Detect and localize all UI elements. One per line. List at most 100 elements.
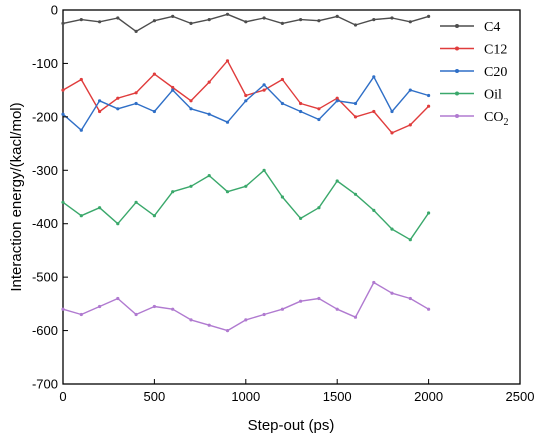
legend-item-co2: CO2 (440, 110, 508, 128)
data-point (207, 174, 211, 178)
data-point (61, 21, 65, 25)
data-point (390, 16, 394, 20)
data-point (427, 104, 431, 108)
data-point (262, 168, 266, 172)
x-tick-label: 2000 (414, 389, 443, 404)
data-point (390, 131, 394, 135)
legend-label-main: Oil (484, 88, 502, 103)
y-tick-label: -500 (32, 270, 58, 285)
data-point (152, 109, 156, 114)
data-point (262, 88, 266, 92)
data-point (280, 307, 284, 311)
data-point (427, 93, 431, 98)
data-point (79, 18, 83, 22)
data-point (225, 59, 230, 63)
series-co2 (61, 280, 431, 333)
data-point (353, 115, 358, 119)
legend-item-c20: C20 (440, 65, 507, 80)
data-point (134, 91, 138, 95)
data-point (335, 307, 339, 311)
data-point (134, 200, 138, 204)
y-tick-label: 0 (51, 3, 58, 18)
y-tick-label: -300 (32, 163, 58, 178)
data-point (427, 211, 431, 215)
y-axis-title: Interaction energy/(kacl/mol) (8, 102, 25, 291)
data-point (353, 315, 358, 319)
data-point (79, 214, 83, 218)
data-point (189, 107, 193, 111)
data-point (427, 14, 431, 18)
data-point (134, 312, 138, 317)
data-point (152, 72, 156, 76)
data-point (408, 296, 412, 301)
data-point (189, 318, 193, 322)
data-point (408, 123, 412, 127)
data-point (317, 19, 321, 23)
legend-label: C12 (484, 43, 507, 58)
data-point (189, 21, 193, 25)
legend-swatch-marker (455, 24, 459, 28)
x-tick-label: 500 (144, 389, 166, 404)
x-axis: 0 500 1000 1500 2000 2500 (59, 379, 534, 404)
series-line (62, 76, 429, 131)
data-point (134, 101, 138, 106)
data-point (152, 304, 156, 309)
legend-label: CO2 (484, 110, 508, 128)
data-point (317, 107, 321, 111)
data-point (189, 99, 193, 103)
x-tick-label: 1500 (323, 389, 352, 404)
data-point (372, 109, 376, 114)
series-c12 (61, 59, 431, 135)
data-point (390, 227, 394, 231)
legend: C4 C12 C20 Oil CO2 (440, 20, 508, 128)
legend-item-c12: C12 (440, 43, 507, 58)
legend-item-c4: C4 (440, 20, 500, 35)
data-point (171, 88, 175, 92)
data-point (116, 222, 120, 226)
series-line (62, 169, 430, 241)
data-point (152, 19, 156, 23)
series-line (62, 281, 429, 332)
data-point (427, 307, 431, 311)
series-c20 (61, 75, 431, 132)
data-point (408, 20, 412, 24)
legend-label: Oil (484, 88, 502, 103)
data-point (299, 216, 303, 220)
data-point (390, 109, 394, 114)
data-point (299, 101, 303, 106)
data-point (207, 18, 211, 22)
data-point (171, 307, 175, 311)
legend-label-subscript: 2 (503, 117, 508, 128)
data-point (79, 128, 83, 132)
data-point (207, 323, 211, 327)
series-c4 (61, 12, 431, 33)
legend-label: C4 (484, 20, 500, 35)
data-point (171, 190, 175, 194)
data-point (98, 206, 102, 210)
legend-label-main: C4 (484, 20, 500, 35)
data-point (372, 208, 376, 212)
series-oil (61, 168, 431, 242)
data-point (116, 296, 120, 301)
y-tick-label: -700 (32, 377, 58, 392)
data-point (244, 318, 248, 322)
data-point (408, 238, 412, 242)
data-point (225, 329, 230, 333)
data-point (225, 190, 230, 194)
data-point (280, 101, 284, 106)
legend-swatch-marker (455, 46, 459, 51)
x-axis-title: Step-out (ps) (248, 417, 335, 434)
data-point (244, 99, 248, 103)
legend-swatch-marker (455, 69, 459, 73)
data-point (299, 299, 303, 303)
data-point (353, 101, 358, 106)
data-point (408, 88, 412, 92)
data-point (244, 184, 248, 188)
plot-area: 0 500 1000 1500 2000 2500 0 -100 -200 -300 -400 -5… (32, 3, 534, 405)
data-point (79, 77, 83, 82)
data-point (372, 75, 376, 79)
data-point (335, 179, 339, 183)
legend-item-oil: Oil (440, 88, 502, 103)
data-point (225, 12, 230, 16)
